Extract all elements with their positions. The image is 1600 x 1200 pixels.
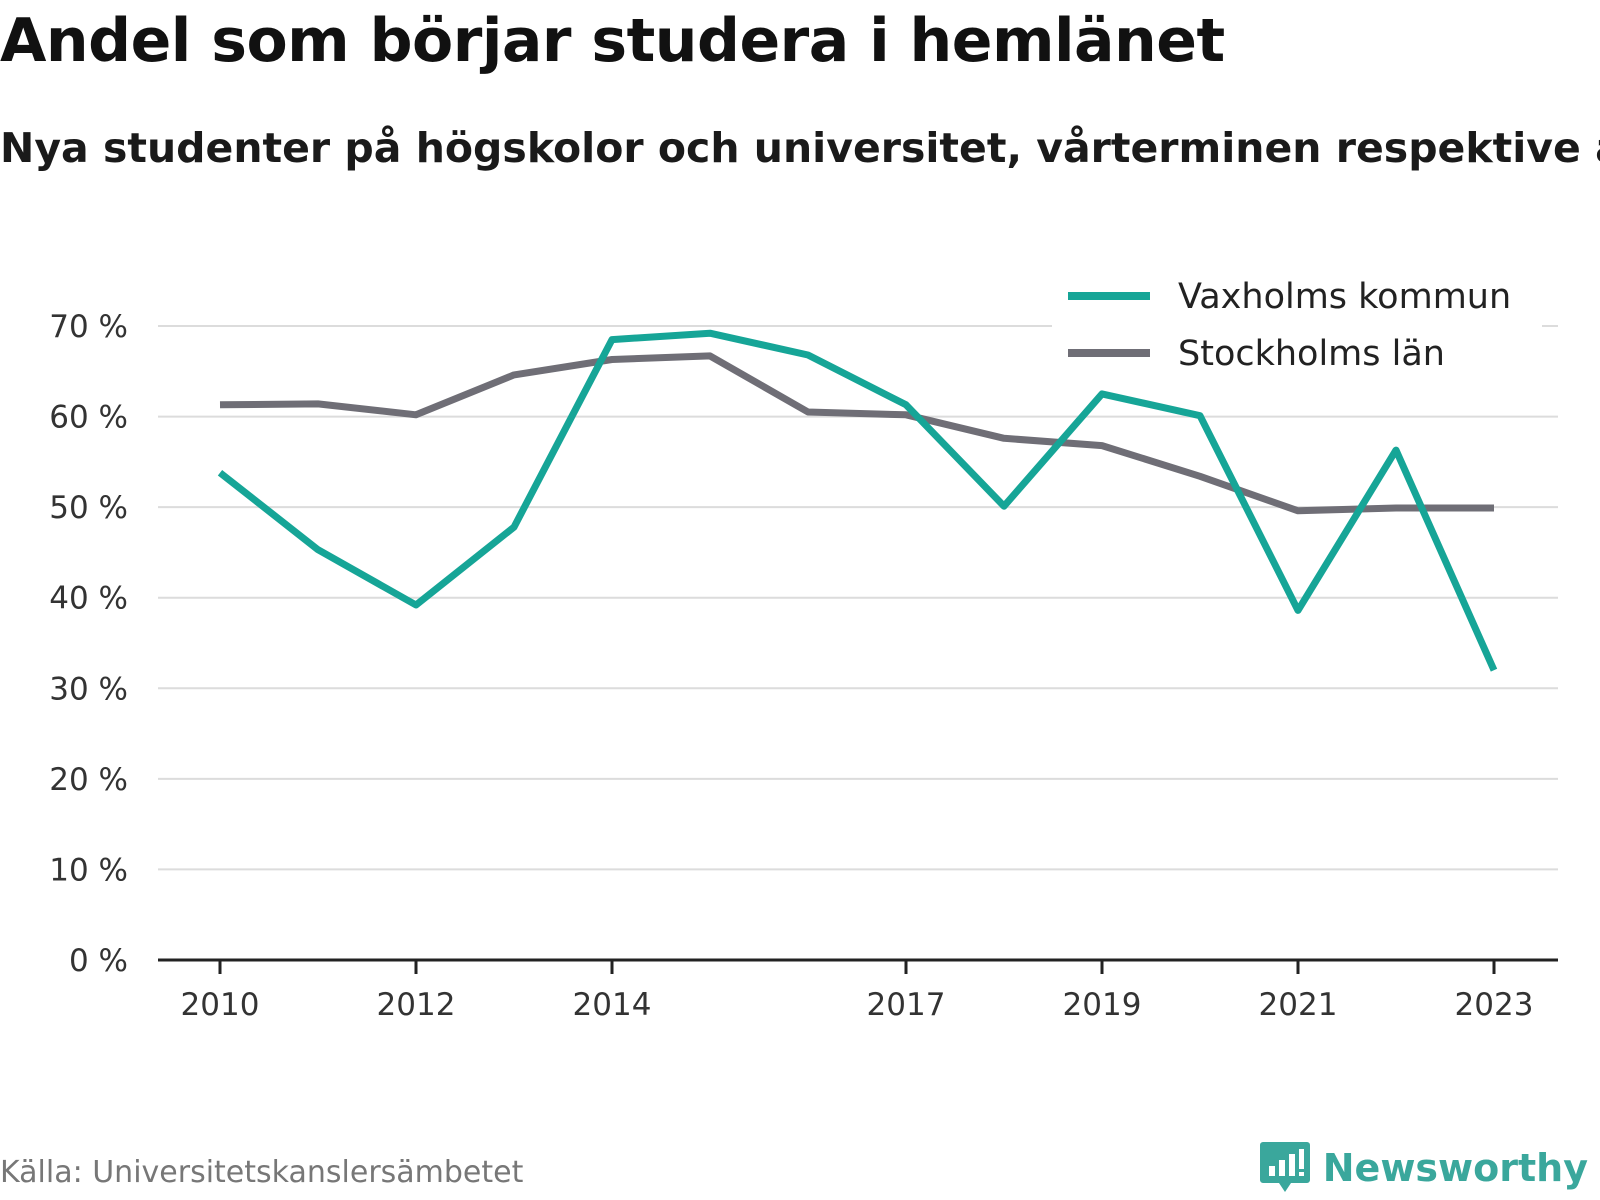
series-line-0 [217, 329, 1498, 672]
legend-label: Stockholms län [1178, 334, 1445, 374]
y-tick-label: 10 % [49, 852, 128, 888]
series-line-1 [219, 352, 1494, 515]
y-axis-ticks: 0 % 10 % 20 % 30 % 40 % 50 % 60 % 70 % [49, 309, 128, 979]
y-tick-label: 50 % [49, 490, 128, 526]
chart-subtitle: Nya studenter på högskolor och universit… [0, 124, 1600, 172]
y-tick-label: 40 % [49, 581, 128, 617]
y-tick-label: 60 % [49, 400, 128, 436]
y-tick-label: 70 % [49, 309, 128, 345]
x-tick-label: 2012 [377, 987, 456, 1023]
y-tick-label: 0 % [69, 943, 128, 979]
x-tick-label: 2023 [1455, 987, 1534, 1023]
legend-label: Vaxholms kommun [1178, 277, 1511, 317]
x-tick-label: 2021 [1259, 987, 1338, 1023]
newsworthy-logo-icon [1259, 1142, 1310, 1192]
line-chart: 0 % 10 % 20 % 30 % 40 % 50 % 60 % 70 % 2010 2012… [49, 262, 1558, 1023]
chart-title: Andel som börjar studera i hemlänet [0, 6, 1225, 76]
brand: Newsworthy [1259, 1140, 1588, 1196]
brand-name: Newsworthy [1322, 1146, 1588, 1190]
y-tick-label: 30 % [49, 671, 128, 707]
x-tick-label: 2014 [573, 987, 652, 1023]
series-lines [217, 329, 1498, 672]
x-tick-label: 2010 [181, 987, 260, 1023]
x-tick-label: 2019 [1063, 987, 1142, 1023]
x-axis: 2010 2012 2014 2017 2019 2021 2023 [158, 958, 1558, 1023]
legend: Vaxholms kommun Stockholms län [1052, 262, 1542, 374]
y-tick-label: 20 % [49, 762, 128, 798]
x-tick-label: 2017 [867, 987, 946, 1023]
source-note: Källa: Universitetskanslersämbetet [0, 1155, 524, 1190]
